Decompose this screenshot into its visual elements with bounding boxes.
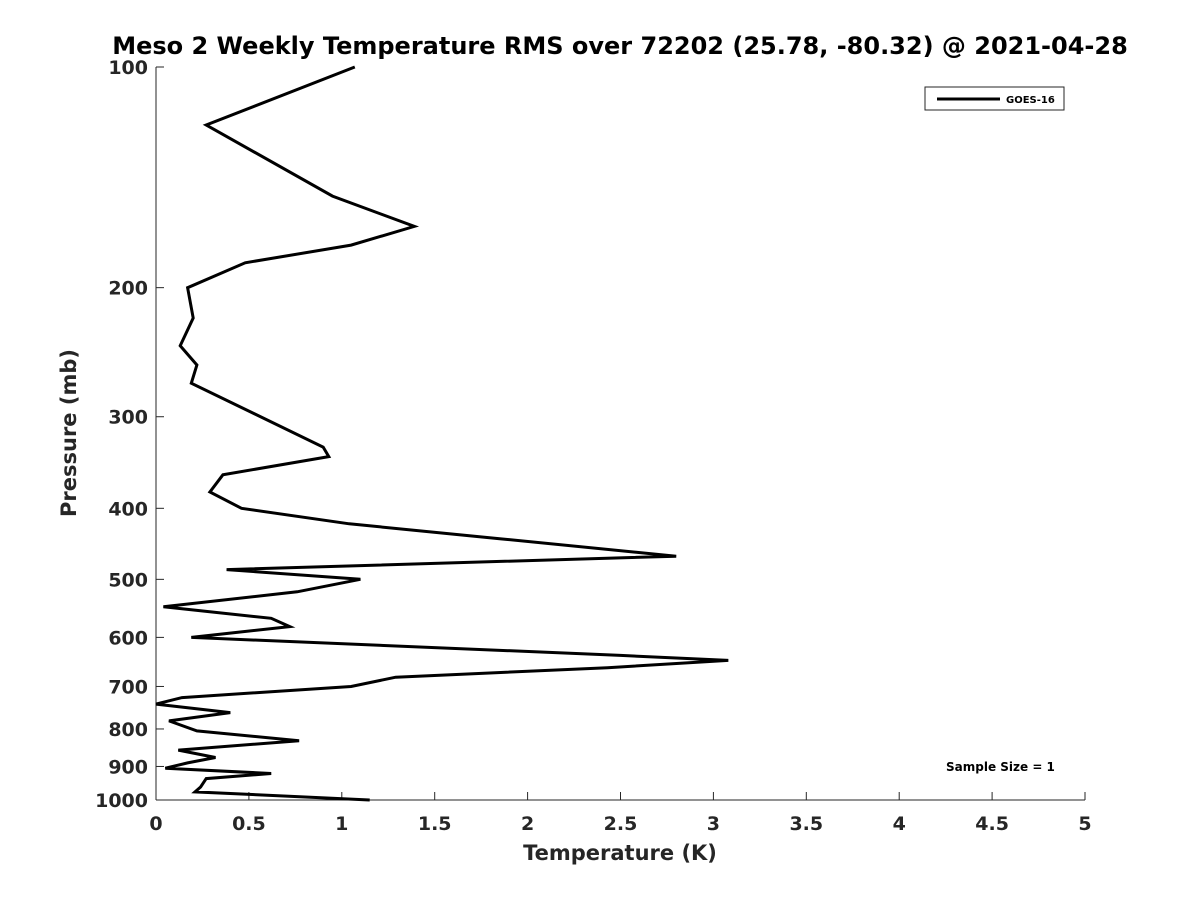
x-tick-label: 1 — [335, 813, 348, 835]
sample-size-annotation: Sample Size = 1 — [946, 760, 1055, 774]
x-tick-label: 4.5 — [975, 813, 1009, 835]
x-tick-label: 4 — [893, 813, 906, 835]
y-tick-label: 900 — [108, 756, 148, 778]
x-tick-label: 1.5 — [418, 813, 452, 835]
x-tick-label: 3.5 — [789, 813, 823, 835]
y-tick-label: 1000 — [95, 790, 148, 812]
y-tick-label: 400 — [108, 498, 148, 520]
x-tick-label: 2.5 — [604, 813, 638, 835]
legend-label-goes-16: GOES-16 — [1006, 95, 1055, 106]
x-tick-label: 5 — [1078, 813, 1091, 835]
chart-title: Meso 2 Weekly Temperature RMS over 72202… — [112, 32, 1128, 60]
y-tick-label: 200 — [108, 278, 148, 300]
y-tick-label: 600 — [108, 627, 148, 649]
series-layer — [155, 65, 729, 802]
y-axis-ticks: 100 200 300 400 500 600 700 800 900 1000 — [95, 57, 164, 812]
x-tick-label: 3 — [707, 813, 720, 835]
x-axis-label: Temperature (K) — [523, 841, 717, 865]
x-tick-label: 0.5 — [232, 813, 266, 835]
legend: GOES-16 — [924, 86, 1065, 111]
y-axis-label: Pressure (mb) — [57, 349, 81, 517]
x-tick-label: 2 — [521, 813, 534, 835]
y-tick-label: 800 — [108, 719, 148, 741]
y-tick-label: 100 — [108, 57, 148, 79]
series-line-goes-16 — [155, 65, 729, 802]
x-tick-label: 0 — [149, 813, 162, 835]
y-tick-label: 300 — [108, 407, 148, 429]
y-tick-label: 500 — [108, 569, 148, 591]
y-tick-label: 700 — [108, 676, 148, 698]
x-axis-ticks: 0 0.5 1 1.5 2 2.5 3 3.5 4 4.5 5 — [149, 792, 1092, 835]
